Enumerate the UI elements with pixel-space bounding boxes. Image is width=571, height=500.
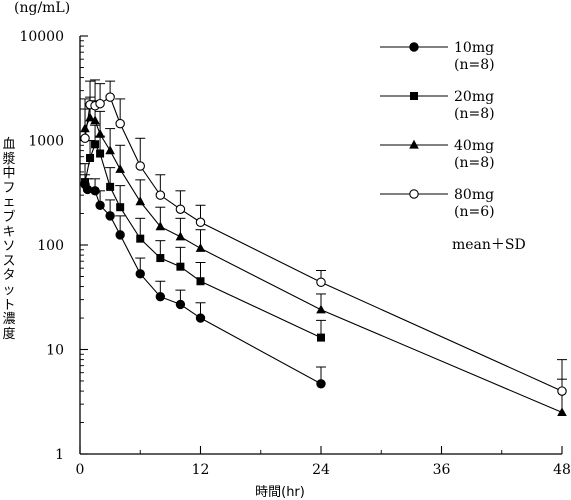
data-point-40mg	[95, 128, 105, 138]
data-point-80mg	[316, 277, 326, 288]
x-tick-label: 36	[433, 462, 451, 478]
data-point-40mg	[175, 231, 186, 241]
data-point-40mg	[105, 145, 115, 155]
series-line-20mg	[84, 142, 322, 339]
data-point-40mg	[90, 115, 100, 125]
data-point-20mg	[86, 154, 95, 163]
data-point-10mg	[95, 200, 105, 210]
data-point-20mg	[317, 333, 325, 342]
data-point-20mg	[96, 149, 105, 158]
data-point-10mg	[90, 186, 100, 196]
data-point-80mg	[80, 133, 90, 144]
y-unit-label: (ng/mL)	[14, 0, 71, 16]
data-point-20mg	[91, 140, 100, 149]
legend-label-40mg: 40mg	[454, 138, 494, 154]
y-tick-label: 100	[37, 238, 64, 254]
data-point-10mg	[135, 269, 145, 279]
data-point-40mg	[135, 196, 146, 206]
data-point-10mg	[115, 230, 125, 240]
data-point-40mg	[316, 304, 326, 314]
data-point-40mg	[557, 407, 567, 417]
data-point-10mg	[195, 313, 206, 323]
legend-n-40mg: (n=8)	[454, 155, 495, 171]
data-point-80mg	[155, 190, 166, 200]
data-point-80mg	[95, 98, 105, 109]
x-tick-label: 0	[76, 462, 85, 478]
data-point-80mg	[195, 217, 206, 228]
data-point-20mg	[196, 277, 205, 286]
x-tick-label: 48	[553, 462, 571, 478]
legend-marker-80mg	[409, 189, 419, 199]
data-point-10mg	[316, 379, 326, 389]
data-point-10mg	[175, 299, 186, 310]
legend-label-20mg: 20mg	[454, 89, 494, 105]
data-point-80mg	[115, 118, 125, 129]
legend-label-10mg: 10mg	[454, 40, 494, 56]
legend-marker-40mg	[409, 139, 419, 149]
data-point-20mg	[156, 254, 165, 263]
y-tick-label: 10	[46, 343, 64, 359]
x-axis-label: 時間(hr)	[255, 485, 305, 500]
data-point-20mg	[176, 262, 185, 271]
data-point-80mg	[135, 161, 146, 171]
annotation-mean-sd: mean＋SD	[452, 237, 526, 253]
legend-n-10mg: (n=8)	[454, 57, 495, 73]
data-point-80mg	[557, 386, 567, 396]
data-point-40mg	[155, 221, 166, 231]
y-tick-label: 1	[55, 447, 64, 463]
legend-label-80mg: 80mg	[454, 187, 494, 203]
data-point-10mg	[155, 292, 166, 302]
legend-n-80mg: (n=6)	[454, 204, 495, 220]
legend-marker-10mg	[409, 42, 419, 52]
data-point-80mg	[105, 92, 115, 102]
y-tick-label: 10000	[19, 29, 64, 45]
legend-marker-20mg	[410, 92, 418, 100]
data-point-20mg	[136, 234, 145, 243]
data-point-10mg	[82, 184, 93, 195]
y-tick-label: 1000	[28, 134, 64, 150]
data-point-20mg	[81, 178, 90, 187]
data-point-20mg	[116, 203, 125, 212]
data-point-40mg	[115, 164, 125, 173]
y-axis-label: 血漿中フェブキソスタット濃度	[2, 137, 16, 342]
data-point-10mg	[105, 211, 115, 221]
data-point-80mg	[175, 204, 186, 214]
legend-n-20mg: (n=8)	[454, 106, 495, 122]
data-point-20mg	[106, 182, 115, 191]
data-point-40mg	[195, 243, 206, 252]
x-tick-label: 24	[312, 462, 330, 478]
x-tick-label: 12	[192, 462, 210, 478]
